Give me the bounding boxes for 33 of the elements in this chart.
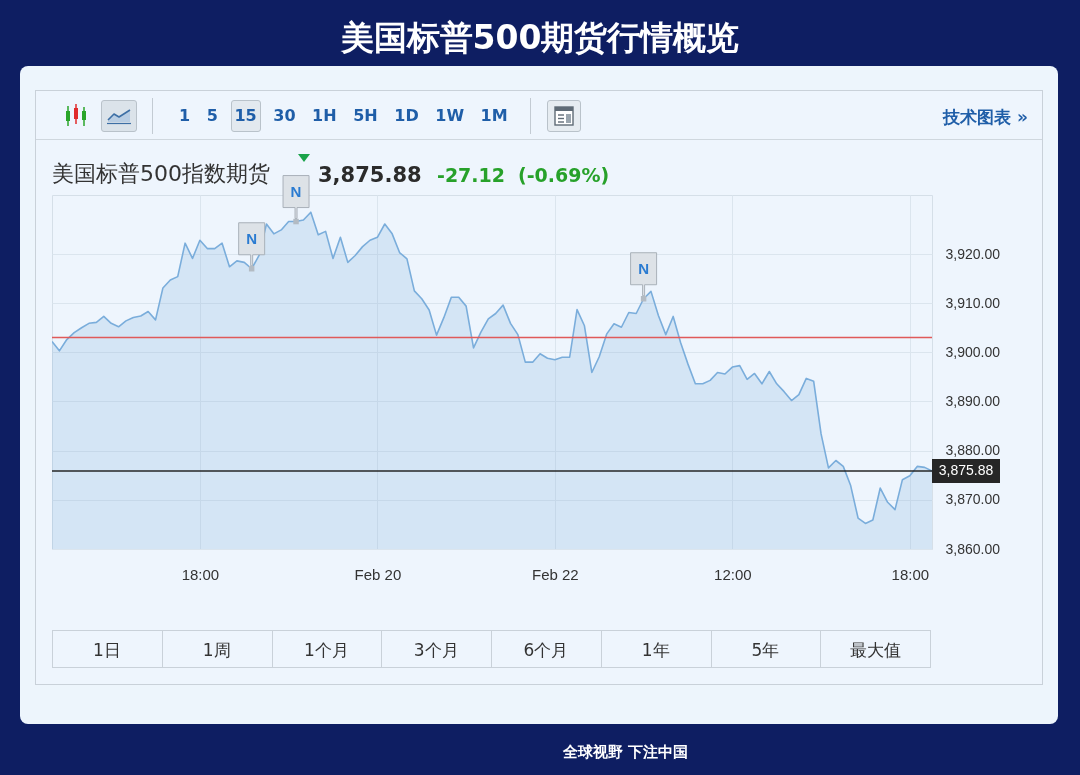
data-label: N	[246, 229, 258, 247]
data-label: N	[638, 259, 650, 277]
text: 最大值	[849, 639, 901, 660]
text: 5年	[751, 639, 780, 660]
x-tick-label: Feb 22	[532, 565, 579, 583]
text: 1日	[92, 639, 121, 660]
data-label: N	[290, 182, 302, 200]
point	[293, 218, 299, 225]
text: 1年	[641, 639, 670, 660]
text: (-0.69%)	[518, 163, 610, 186]
chart-title: 美国标普500期货行情概览	[340, 17, 740, 57]
y-tick-label: 3,890.00	[945, 393, 1001, 409]
x-tick-label: 18:00	[891, 565, 930, 583]
x-tick-label: 18:00	[181, 565, 220, 583]
x-tick-label: 12:00	[714, 565, 752, 583]
chart-subtitle: 美国标普500指数期货	[52, 161, 270, 186]
y-tick-label: 3,870.00	[945, 491, 1001, 508]
y-tick-label: 3,900.00	[945, 343, 1001, 360]
text: 6个月	[523, 639, 569, 660]
text: 3个月	[413, 639, 459, 660]
x-tick-label: Feb 20	[354, 565, 402, 583]
text: 3,875.88	[318, 162, 422, 187]
text: 技术图表 »	[943, 106, 1028, 127]
text: 1个月	[303, 639, 349, 660]
text: 全球视野 下注中国	[563, 742, 689, 761]
y-tick-label: 3,920.00	[945, 245, 1001, 262]
text: 1 5 15 30 1H 5H 1D 1W 1M	[179, 106, 508, 125]
y-tick-label: 3,910.00	[945, 294, 1001, 311]
y-tick-label: 3,860.00	[945, 540, 1001, 557]
text: -27.12	[437, 163, 505, 186]
ref-line-label: 3,875.88	[938, 461, 994, 478]
text: 1周	[202, 639, 231, 660]
y-tick-label: 3,880.00	[945, 442, 1001, 459]
